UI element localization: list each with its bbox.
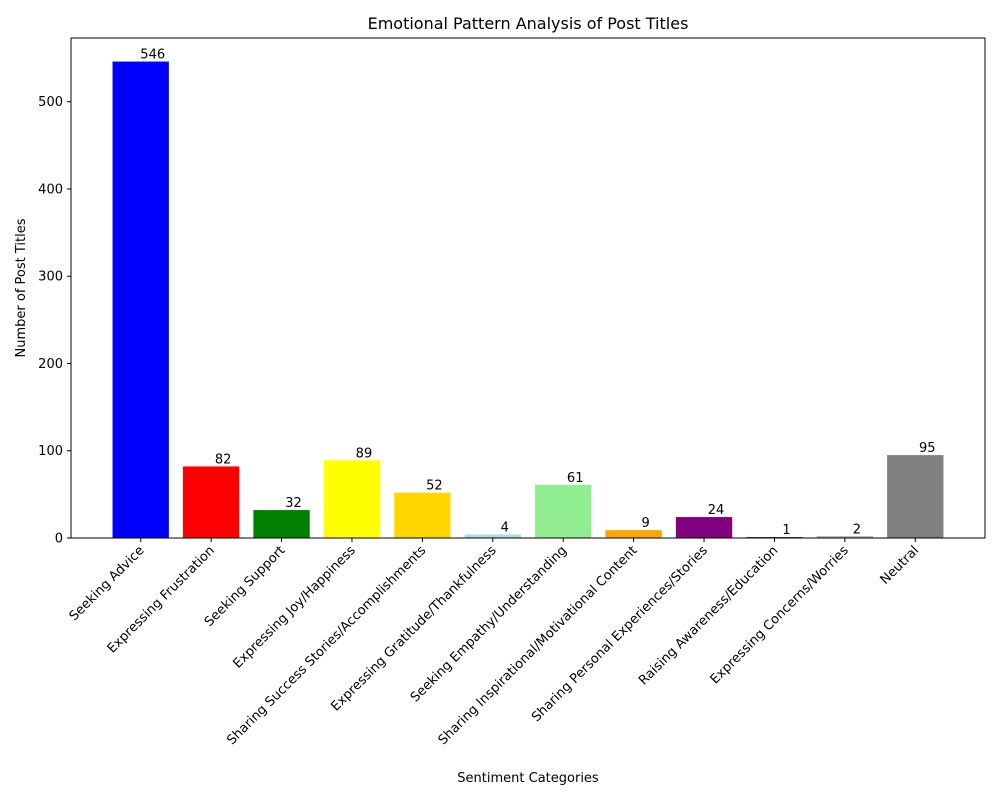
y-tick-label: 200: [38, 357, 63, 372]
data-label: 61: [567, 471, 584, 486]
data-label: 32: [285, 496, 302, 511]
bar: [253, 510, 310, 538]
bar: [394, 492, 451, 538]
data-label: 1: [782, 523, 790, 538]
data-label: 52: [426, 479, 443, 494]
bar: [675, 517, 733, 538]
y-tick-label: 300: [38, 270, 63, 285]
data-label: 546: [140, 48, 165, 63]
data-label: 9: [641, 516, 649, 531]
bars-group: [112, 61, 944, 538]
bar: [535, 484, 592, 538]
data-label: 2: [853, 522, 861, 537]
y-tick-label: 500: [38, 95, 63, 110]
data-labels-group: 546 82 32 89 52 4 61 9 24 1 2 95: [140, 48, 935, 539]
plot-frame: [70, 37, 986, 539]
y-tick-label: 100: [38, 444, 63, 459]
bar: [182, 466, 240, 538]
data-label: 4: [501, 521, 509, 536]
bar: [887, 455, 944, 538]
y-tick-label: 400: [38, 182, 63, 197]
bar: [464, 534, 521, 538]
data-label: 95: [919, 441, 936, 456]
bar: [605, 530, 662, 538]
x-axis-label: Sentiment Categories: [457, 771, 599, 786]
data-label: 82: [215, 452, 232, 467]
bar: [112, 61, 169, 538]
chart-title: Emotional Pattern Analysis of Post Title…: [368, 14, 689, 33]
data-label: 89: [356, 446, 373, 461]
bar: [816, 536, 874, 538]
y-axis: 0 100 200 300 400 500: [38, 95, 71, 547]
y-axis-label: Number of Post Titles: [14, 218, 29, 357]
bar: [323, 460, 381, 538]
y-tick-label: 0: [55, 532, 63, 547]
data-label: 24: [708, 503, 725, 518]
